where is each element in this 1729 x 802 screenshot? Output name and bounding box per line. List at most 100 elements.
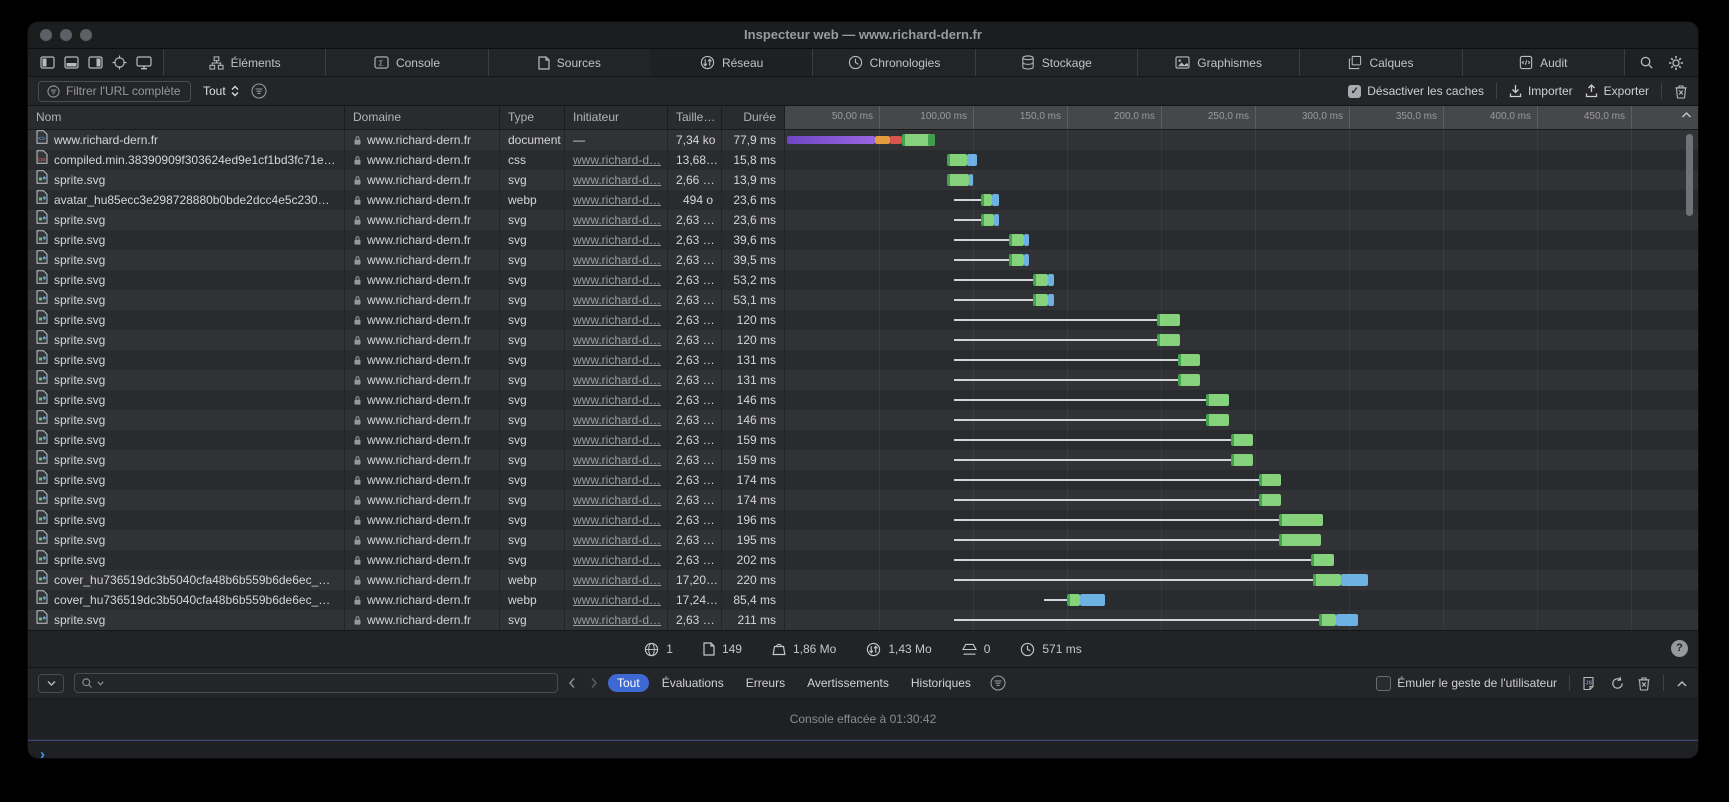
initiator-link[interactable]: www.richard-d…: [573, 493, 661, 507]
table-row[interactable]: sprite.svg www.richard-dern.fr svg www.r…: [28, 490, 1698, 510]
table-row[interactable]: sprite.svg www.richard-dern.fr svg www.r…: [28, 470, 1698, 490]
tab-console[interactable]: ΣConsole: [325, 49, 488, 76]
url-filter-input[interactable]: Filtrer l'URL complète: [38, 81, 191, 102]
help-button[interactable]: ?: [1671, 640, 1688, 657]
initiator-link[interactable]: www.richard-d…: [573, 553, 661, 567]
table-row[interactable]: sprite.svg www.richard-dern.fr svg www.r…: [28, 310, 1698, 330]
initiator-link[interactable]: www.richard-d…: [573, 433, 661, 447]
initiator-link[interactable]: www.richard-d…: [573, 453, 661, 467]
initiator-link[interactable]: www.richard-d…: [573, 473, 661, 487]
waterfall-line-segment: [954, 459, 1230, 461]
import-button[interactable]: Importer: [1509, 84, 1573, 98]
column-header-domaine[interactable]: Domaine: [345, 106, 500, 129]
initiator-link[interactable]: www.richard-d…: [573, 573, 661, 587]
console-search-field[interactable]: [74, 673, 558, 693]
table-row[interactable]: cover_hu736519dc3b5040cfa48b6b559b6de6ec…: [28, 590, 1698, 610]
console-mode-button[interactable]: [38, 674, 64, 693]
table-row[interactable]: sprite.svg www.richard-dern.fr svg www.r…: [28, 610, 1698, 630]
tab-audit[interactable]: Audit: [1462, 49, 1625, 76]
table-row[interactable]: cover_hu736519dc3b5040cfa48b6b559b6de6ec…: [28, 570, 1698, 590]
table-row[interactable]: sprite.svg www.richard-dern.fr svg www.r…: [28, 450, 1698, 470]
settings-gear-icon[interactable]: [1668, 55, 1684, 71]
table-row[interactable]: <> www.richard-dern.fr www.richard-dern.…: [28, 130, 1698, 150]
table-row[interactable]: sprite.svg www.richard-dern.fr svg www.r…: [28, 530, 1698, 550]
dock-right-icon[interactable]: [88, 56, 103, 69]
table-row[interactable]: sprite.svg www.richard-dern.fr svg www.r…: [28, 170, 1698, 190]
initiator-link[interactable]: www.richard-d…: [573, 373, 661, 387]
table-row[interactable]: sprite.svg www.richard-dern.fr svg www.r…: [28, 210, 1698, 230]
console-search-input[interactable]: [108, 675, 551, 691]
initiator-link[interactable]: www.richard-d…: [573, 533, 661, 547]
dock-bottom-icon[interactable]: [64, 56, 79, 69]
initiator-link[interactable]: www.richard-d…: [573, 293, 661, 307]
column-header-duree[interactable]: Durée: [722, 106, 785, 129]
table-row[interactable]: sprite.svg www.richard-dern.fr svg www.r…: [28, 330, 1698, 350]
previous-result-icon[interactable]: [568, 677, 576, 689]
vertical-scrollbar[interactable]: [1686, 134, 1693, 216]
disable-caches-checkbox[interactable]: ✓ Désactiver les caches: [1348, 84, 1484, 98]
column-header-initiateur[interactable]: Initiateur: [565, 106, 668, 129]
refresh-icon[interactable]: [1610, 676, 1625, 691]
tab-storage[interactable]: Stockage: [975, 49, 1138, 76]
show-console-evaluations-icon[interactable]: JS: [1582, 676, 1598, 691]
clear-network-trash-icon[interactable]: [1674, 84, 1688, 99]
table-row[interactable]: sprite.svg www.richard-dern.fr svg www.r…: [28, 370, 1698, 390]
tab-graphics[interactable]: Graphismes: [1137, 49, 1300, 76]
column-header-taille[interactable]: Taille…: [668, 106, 722, 129]
device-icon[interactable]: [136, 56, 152, 70]
expand-console-icon[interactable]: [1676, 679, 1688, 688]
resource-scope-select[interactable]: Tout: [203, 84, 239, 98]
table-row[interactable]: sprite.svg www.richard-dern.fr svg www.r…: [28, 550, 1698, 570]
initiator-link[interactable]: www.richard-d…: [573, 233, 661, 247]
console-filter-all[interactable]: Tout: [608, 674, 649, 692]
initiator-link[interactable]: www.richard-d…: [573, 393, 661, 407]
table-row[interactable]: css compiled.min.38390909f303624ed9e1cf1…: [28, 150, 1698, 170]
table-row[interactable]: sprite.svg www.richard-dern.fr svg www.r…: [28, 250, 1698, 270]
console-filter-errors[interactable]: Erreurs: [737, 674, 794, 692]
initiator-link[interactable]: www.richard-d…: [573, 613, 661, 627]
initiator-link[interactable]: www.richard-d…: [573, 353, 661, 367]
collapse-timeline-icon[interactable]: [1681, 111, 1692, 119]
next-result-icon[interactable]: [590, 677, 598, 689]
console-prompt[interactable]: ›: [28, 740, 1698, 758]
table-row[interactable]: sprite.svg www.richard-dern.fr svg www.r…: [28, 290, 1698, 310]
console-filter-evaluations[interactable]: Évaluations: [653, 674, 733, 692]
emulate-user-gesture-checkbox[interactable]: Émuler le geste de l'utilisateur: [1376, 676, 1557, 691]
initiator-link[interactable]: www.richard-d…: [573, 593, 661, 607]
initiator-link[interactable]: www.richard-d…: [573, 193, 661, 207]
initiator-link[interactable]: www.richard-d…: [573, 273, 661, 287]
element-selector-icon[interactable]: [112, 55, 127, 70]
table-row[interactable]: sprite.svg www.richard-dern.fr svg www.r…: [28, 410, 1698, 430]
table-row[interactable]: sprite.svg www.richard-dern.fr svg www.r…: [28, 510, 1698, 530]
export-button[interactable]: Exporter: [1585, 84, 1649, 98]
console-filter-options-icon[interactable]: [990, 675, 1006, 691]
initiator-link[interactable]: www.richard-d…: [573, 153, 661, 167]
initiator-link[interactable]: www.richard-d…: [573, 253, 661, 267]
dock-left-icon[interactable]: [40, 56, 55, 69]
initiator-link[interactable]: www.richard-d…: [573, 513, 661, 527]
tab-timelines[interactable]: Chronologies: [812, 49, 975, 76]
console-filter-logs[interactable]: Historiques: [902, 674, 980, 692]
tab-sources[interactable]: Sources: [488, 49, 651, 76]
table-row[interactable]: avatar_hu85ecc3e298728880b0bde2dcc4e5c23…: [28, 190, 1698, 210]
tab-elements[interactable]: Éléments: [163, 49, 326, 76]
column-header-nom[interactable]: Nom: [28, 106, 345, 129]
tab-layers[interactable]: Calques: [1299, 49, 1462, 76]
table-row[interactable]: sprite.svg www.richard-dern.fr svg www.r…: [28, 230, 1698, 250]
column-header-type[interactable]: Type: [500, 106, 565, 129]
table-row[interactable]: sprite.svg www.richard-dern.fr svg www.r…: [28, 430, 1698, 450]
table-row[interactable]: sprite.svg www.richard-dern.fr svg www.r…: [28, 270, 1698, 290]
initiator-link[interactable]: www.richard-d…: [573, 173, 661, 187]
lock-icon: [353, 595, 362, 606]
initiator-link[interactable]: www.richard-d…: [573, 333, 661, 347]
search-icon[interactable]: [1639, 55, 1654, 70]
table-row[interactable]: sprite.svg www.richard-dern.fr svg www.r…: [28, 350, 1698, 370]
tab-network[interactable]: Réseau: [650, 49, 813, 76]
initiator-link[interactable]: www.richard-d…: [573, 213, 661, 227]
clear-console-trash-icon[interactable]: [1637, 676, 1651, 691]
filter-options-icon[interactable]: [251, 83, 267, 99]
initiator-link[interactable]: www.richard-d…: [573, 413, 661, 427]
table-row[interactable]: sprite.svg www.richard-dern.fr svg www.r…: [28, 390, 1698, 410]
initiator-link[interactable]: www.richard-d…: [573, 313, 661, 327]
console-filter-warnings[interactable]: Avertissements: [798, 674, 898, 692]
